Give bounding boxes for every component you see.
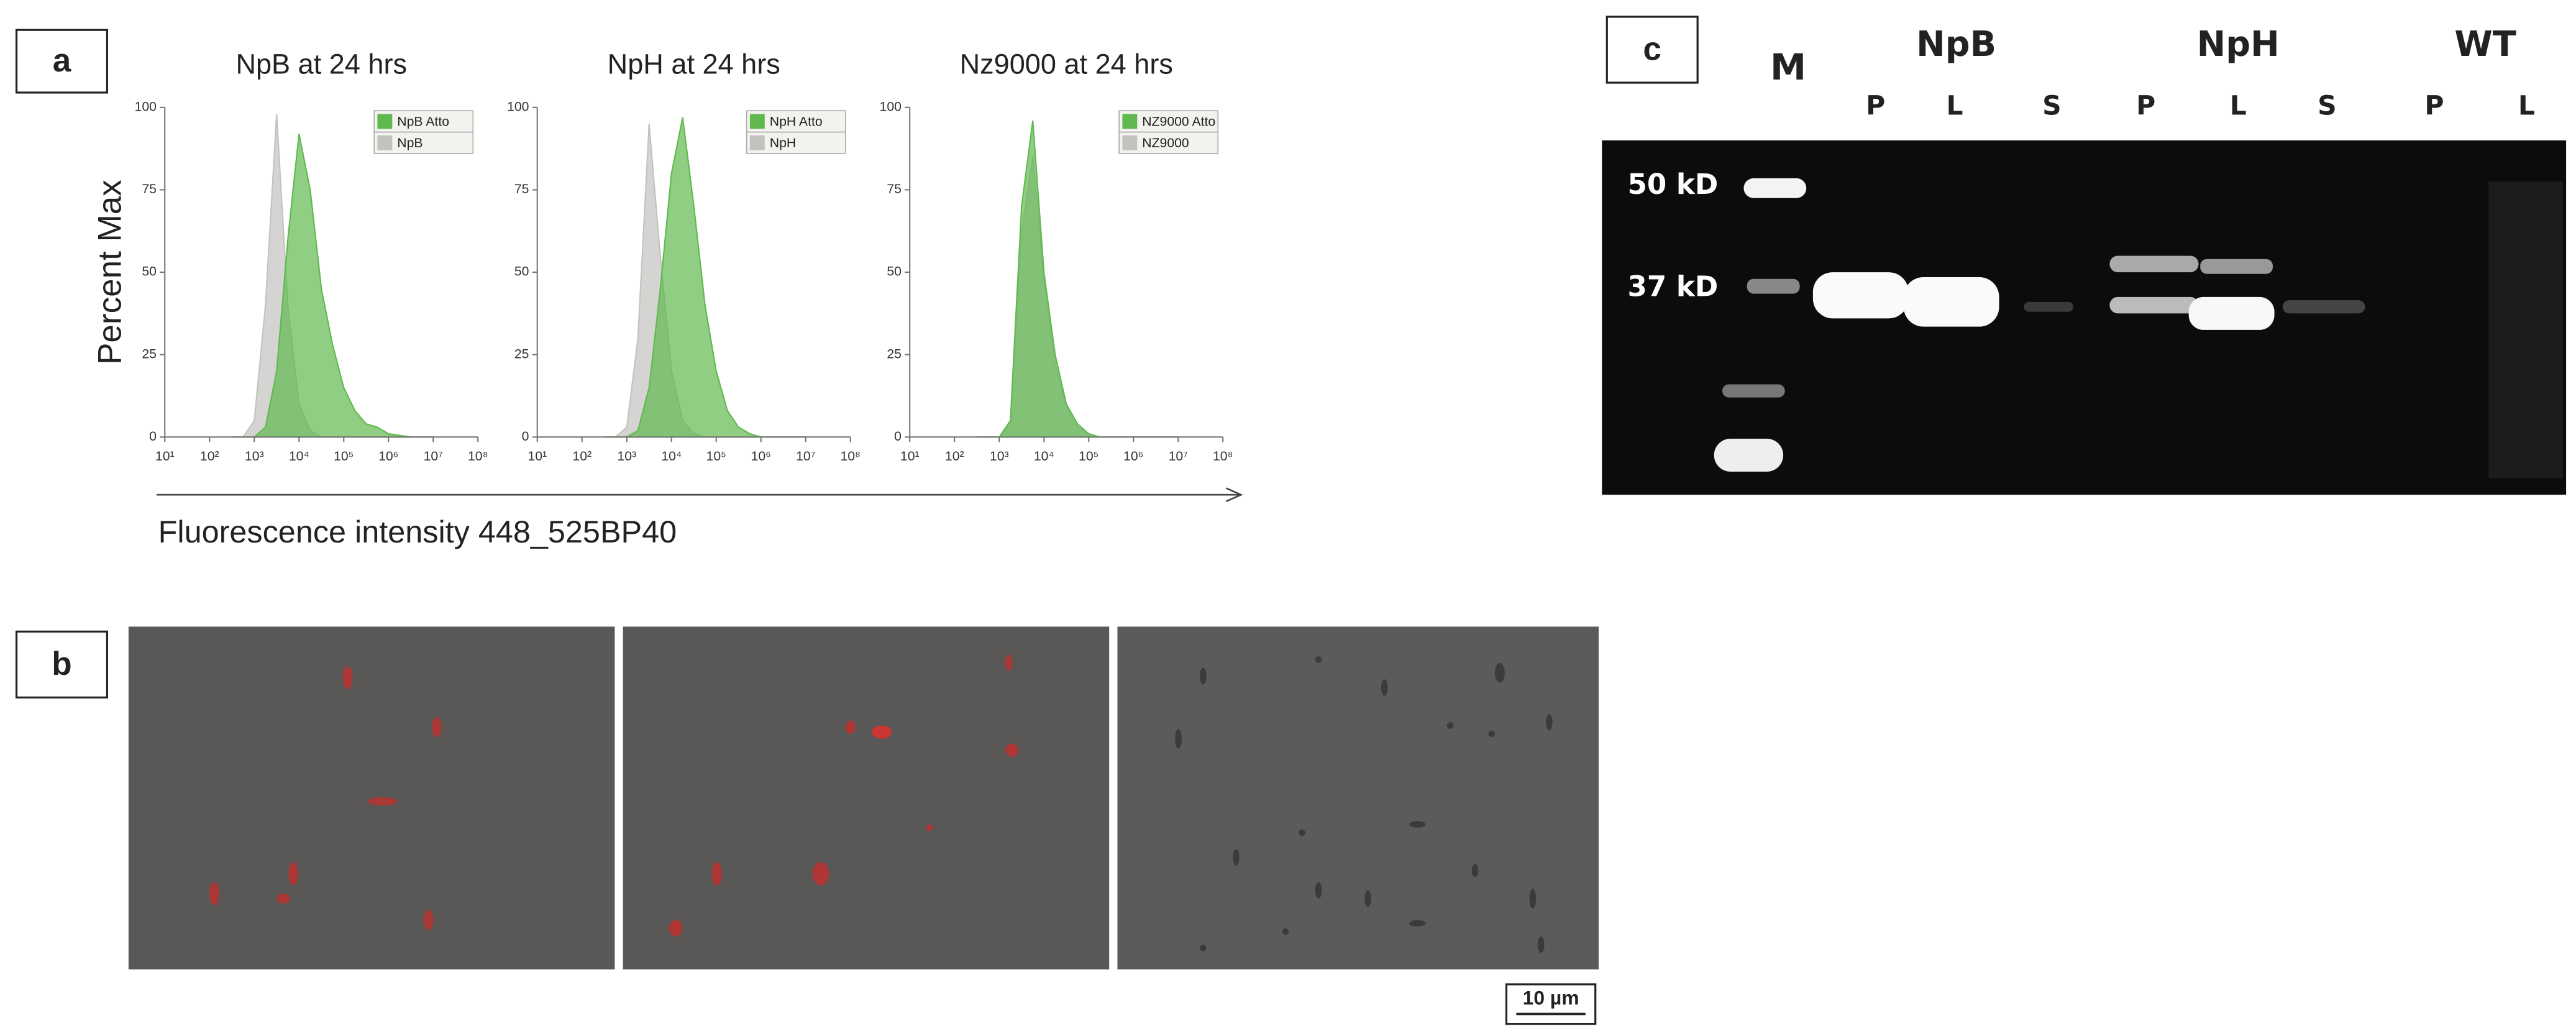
legend-swatch bbox=[749, 114, 765, 129]
marker-label: M bbox=[1770, 46, 1806, 88]
chart-title: NpB at 24 hrs bbox=[235, 48, 407, 80]
panel-label: a bbox=[53, 42, 71, 79]
lane-label: L bbox=[1946, 91, 1963, 121]
group-label: NpH bbox=[2197, 24, 2280, 65]
y-tick-label: 50 bbox=[514, 265, 529, 279]
y-tick-label: 0 bbox=[522, 429, 529, 444]
x-tick-label: 10² bbox=[200, 449, 219, 464]
panel-label-box bbox=[15, 630, 109, 699]
y-tick-label: 25 bbox=[887, 347, 902, 361]
y-tick-label: 0 bbox=[894, 429, 902, 444]
lane-label: S bbox=[2318, 91, 2337, 121]
micrograph bbox=[623, 626, 1110, 970]
blot-labels: M NpB P L S NpH P L S WT P L 50 kD 37 kD bbox=[1627, 24, 2534, 303]
x-tick-label: 10⁶ bbox=[378, 449, 398, 464]
y-axis-label: Percent Max bbox=[91, 180, 128, 365]
panel-label: b bbox=[52, 646, 71, 682]
group-label: WT bbox=[2454, 24, 2516, 65]
y-tick-label: 0 bbox=[149, 429, 157, 444]
y-tick-label: 75 bbox=[887, 182, 902, 196]
y-tick-label: 75 bbox=[514, 182, 529, 196]
x-tick-label: 10⁷ bbox=[796, 449, 815, 464]
x-tick-label: 10⁵ bbox=[1079, 449, 1098, 464]
x-tick-label: 10⁶ bbox=[1123, 449, 1143, 464]
cells bbox=[669, 654, 1019, 937]
x-tick-label: 10³ bbox=[990, 449, 1009, 464]
panel-label-box bbox=[15, 29, 109, 94]
x-tick-label: 10³ bbox=[617, 449, 636, 464]
x-tick-label: 10⁴ bbox=[289, 449, 309, 464]
y-tick-label: 25 bbox=[142, 347, 157, 361]
cells bbox=[209, 666, 442, 930]
chart-title: Nz9000 at 24 hrs bbox=[960, 48, 1173, 80]
x-tick-label: 10⁸ bbox=[1213, 449, 1233, 464]
x-tick-label: 10⁸ bbox=[468, 449, 488, 464]
legend-label: NpB Atto bbox=[397, 114, 449, 129]
legend-swatch bbox=[377, 114, 393, 129]
legend-swatch bbox=[1122, 135, 1138, 150]
lane-label: P bbox=[2136, 91, 2155, 121]
micrograph bbox=[1117, 626, 1599, 970]
micrograph-image bbox=[128, 626, 615, 970]
legend-swatch bbox=[1122, 114, 1138, 129]
x-tick-label: 10² bbox=[945, 449, 964, 464]
x-tick-label: 10⁸ bbox=[840, 449, 861, 464]
micrograph bbox=[128, 626, 615, 970]
x-tick-label: 10⁶ bbox=[751, 449, 771, 464]
x-tick-label: 10² bbox=[572, 449, 591, 464]
lane-label: P bbox=[1866, 91, 1885, 121]
legend-label: NpH bbox=[770, 136, 796, 150]
blot-image bbox=[1602, 140, 2567, 495]
x-tick-label: 10⁵ bbox=[706, 449, 726, 464]
blot-bands bbox=[1714, 178, 2563, 478]
size-label: 50 kD bbox=[1627, 168, 1718, 201]
legend-label: NpB bbox=[397, 136, 422, 150]
legend-swatch bbox=[377, 135, 393, 150]
legend-label: NZ9000 bbox=[1142, 136, 1189, 150]
lane-label: S bbox=[2042, 91, 2062, 121]
x-tick-label: 10⁷ bbox=[1169, 449, 1188, 464]
lane-label: P bbox=[2424, 91, 2444, 121]
chart-title: NpH at 24 hrs bbox=[608, 48, 780, 80]
legend-label: NpH Atto bbox=[770, 114, 823, 129]
panel-label-box bbox=[1605, 16, 1699, 84]
x-tick-label: 10⁴ bbox=[1034, 449, 1054, 464]
x-axis-label: Fluorescence intensity 448_525BP40 bbox=[158, 514, 677, 549]
group-label: NpB bbox=[1916, 24, 1996, 65]
x-tick-label: 10¹ bbox=[155, 449, 175, 464]
x-tick-label: 10³ bbox=[245, 449, 264, 464]
micrograph-image bbox=[623, 626, 1110, 970]
x-tick-label: 10¹ bbox=[528, 449, 547, 464]
y-tick-label: 50 bbox=[887, 265, 902, 279]
cells bbox=[1175, 656, 1553, 953]
y-tick-label: 100 bbox=[880, 99, 902, 114]
y-tick-label: 100 bbox=[135, 99, 157, 114]
scale-bar-label: 10 µm bbox=[1523, 986, 1579, 1009]
arrow-head bbox=[1225, 487, 1243, 503]
x-tick-label: 10⁷ bbox=[424, 449, 443, 464]
y-tick-label: 100 bbox=[507, 99, 529, 114]
lane-label: L bbox=[2230, 91, 2247, 121]
lane-label: L bbox=[2518, 91, 2535, 121]
legend-swatch bbox=[749, 135, 765, 150]
x-tick-label: 10⁵ bbox=[334, 449, 354, 464]
scale-bar-box bbox=[1505, 983, 1597, 1025]
y-tick-label: 75 bbox=[142, 182, 157, 196]
panel-label: c bbox=[1643, 31, 1661, 68]
x-tick-label: 10¹ bbox=[900, 449, 920, 464]
x-tick-label: 10⁴ bbox=[661, 449, 682, 464]
y-tick-label: 25 bbox=[514, 347, 529, 361]
micrograph-image bbox=[1117, 626, 1599, 970]
size-label: 37 kD bbox=[1627, 270, 1718, 303]
histogram-area bbox=[232, 134, 434, 438]
y-tick-label: 50 bbox=[142, 265, 157, 279]
legend-label: NZ9000 Atto bbox=[1142, 114, 1215, 129]
